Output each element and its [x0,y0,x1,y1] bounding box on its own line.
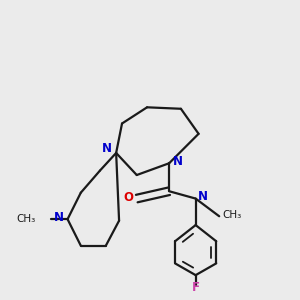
Text: CH₃: CH₃ [222,210,242,220]
Text: N: N [54,211,64,224]
Text: F: F [192,281,200,294]
Text: CH₃: CH₃ [16,214,35,224]
Text: O: O [124,190,134,204]
Text: N: N [172,155,182,168]
Text: N: N [102,142,112,155]
Text: N: N [198,190,208,203]
